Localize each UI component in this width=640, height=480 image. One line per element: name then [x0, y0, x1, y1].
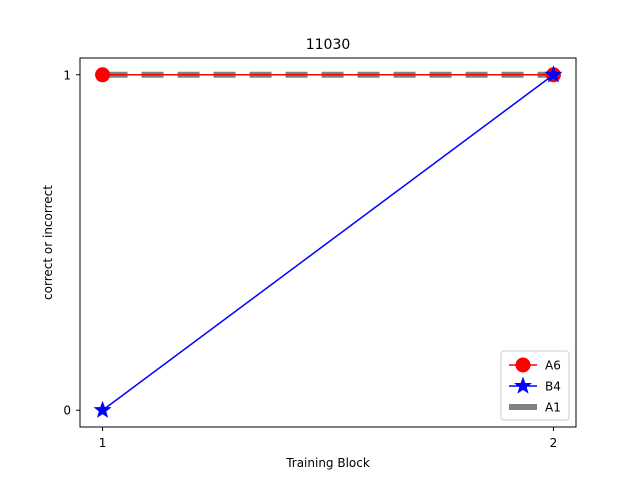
y-tick-label-0: 0: [63, 404, 71, 418]
x-tick-label-2: 2: [550, 436, 558, 450]
y-axis-label: correct or incorrect: [41, 185, 55, 300]
legend-item-b4: B4: [509, 376, 561, 394]
legend-marker-a6: [515, 357, 531, 373]
legend-label-a1: A1: [545, 401, 561, 415]
series-a6: [95, 67, 561, 83]
y-tick-label-1: 1: [63, 68, 71, 82]
legend-item-a6: A6: [509, 357, 561, 373]
legend-label-b4: B4: [545, 380, 561, 394]
axes-frame: [79, 57, 577, 428]
chart-title: 11030: [306, 37, 351, 53]
x-axis-label: Training Block: [285, 456, 370, 470]
data-point-b4-2: [544, 65, 563, 83]
data-point-a6-1: [95, 67, 111, 83]
x-tick-label-1: 1: [99, 436, 107, 450]
legend: A6 B4 A1: [500, 350, 570, 421]
series-line-b4: [102, 74, 554, 411]
plot-area: [93, 65, 563, 418]
axis-ticks: 1 2 0 1: [63, 68, 557, 450]
series-b4: [93, 65, 563, 418]
legend-marker-b4: [513, 376, 533, 394]
data-point-b4-1: [93, 400, 112, 418]
legend-label-a6: A6: [545, 359, 561, 373]
legend-item-a1: A1: [509, 401, 561, 415]
